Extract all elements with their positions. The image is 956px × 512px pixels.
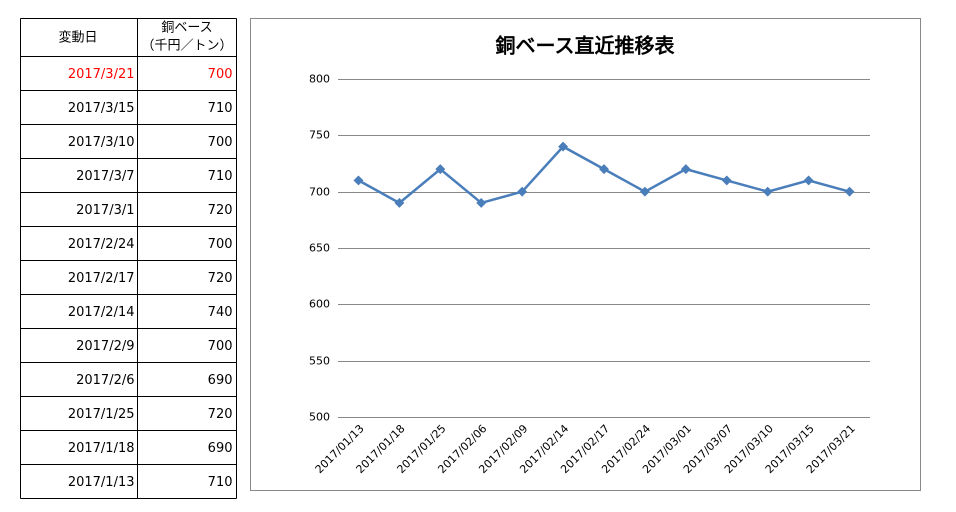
date-cell: 2017/2/14	[68, 305, 135, 320]
point	[476, 197, 487, 208]
price-cell: 700	[208, 67, 233, 82]
y-tick-label: 500	[309, 411, 330, 424]
point	[639, 186, 650, 197]
header-date: 変動日	[58, 30, 97, 46]
price-cell: 720	[208, 271, 233, 286]
price-cell: 740	[208, 305, 233, 320]
header-price-unit: （千円／トン）	[141, 39, 232, 54]
price-cell: 720	[208, 203, 233, 218]
point	[721, 175, 732, 186]
date-cell: 2017/3/7	[76, 169, 134, 184]
y-tick-label: 600	[309, 298, 330, 311]
y-tick-label: 650	[309, 242, 330, 255]
price-cell: 720	[208, 407, 233, 422]
price-cell: 710	[208, 169, 233, 184]
price-cell: 690	[208, 373, 233, 388]
y-tick-label: 750	[309, 129, 330, 142]
point	[517, 186, 528, 197]
date-cell: 2017/2/24	[68, 237, 135, 252]
date-cell: 2017/2/6	[76, 373, 134, 388]
point	[762, 186, 773, 197]
point	[599, 164, 609, 175]
date-cell: 2017/1/18	[68, 441, 135, 456]
y-tick-label: 550	[309, 355, 330, 368]
date-cell: 2017/2/9	[76, 339, 134, 354]
date-cell: 2017/3/10	[68, 135, 135, 150]
price-cell: 700	[208, 339, 233, 354]
y-tick-label: 700	[309, 186, 330, 199]
date-cell: 2017/1/25	[68, 407, 135, 422]
price-cell: 700	[208, 135, 233, 150]
date-cell: 2017/2/17	[68, 271, 135, 286]
date-cell: 2017/3/15	[68, 101, 135, 116]
point	[394, 197, 405, 208]
y-tick-label: 800	[309, 73, 330, 86]
date-cell: 2017/1/13	[68, 475, 135, 490]
chart-frame	[250, 18, 921, 491]
point	[680, 164, 691, 175]
header-price: 銅ベース	[161, 21, 212, 36]
point	[558, 141, 569, 152]
point	[353, 175, 364, 186]
price-cell: 710	[208, 475, 233, 490]
chart-title: 銅ベース直近推移表	[496, 34, 676, 58]
point	[844, 186, 855, 197]
date-cell: 2017/3/1	[76, 203, 134, 218]
price-cell: 710	[208, 101, 233, 116]
price-cell: 690	[208, 441, 233, 456]
date-cell: 2017/3/21	[68, 67, 135, 82]
price-cell: 700	[208, 237, 233, 252]
point	[803, 175, 814, 186]
point	[435, 164, 446, 175]
